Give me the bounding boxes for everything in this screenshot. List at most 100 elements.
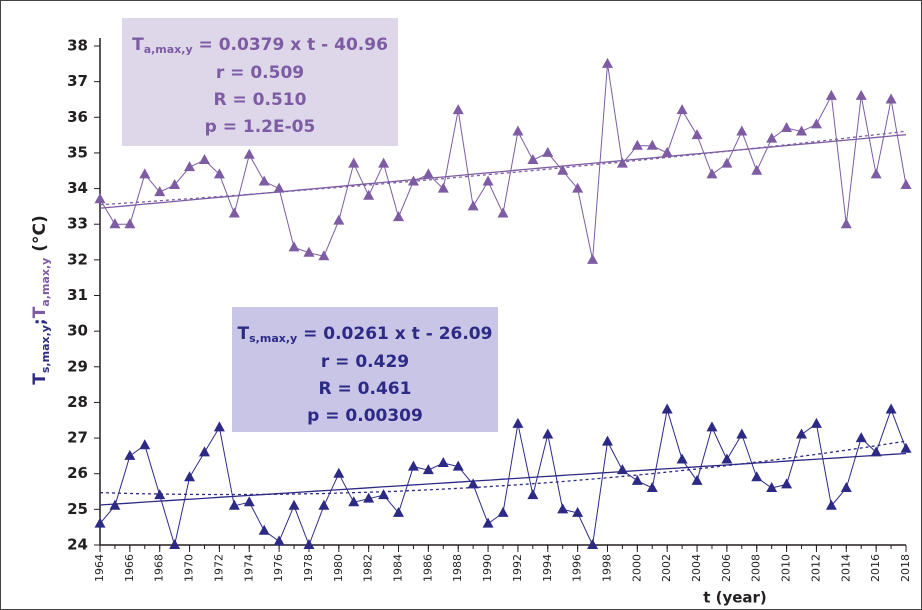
x-tick-label: 1966 (123, 554, 136, 582)
marker (393, 506, 405, 517)
annotation-box (122, 18, 398, 146)
marker (124, 218, 136, 229)
marker (810, 118, 822, 129)
annotation-equation: Ta,max,y = 0.0379 x t - 40.96 (132, 35, 388, 56)
x-tick-label: 1974 (242, 554, 255, 582)
marker (243, 496, 255, 507)
marker (885, 93, 897, 104)
x-tick-label: 2008 (750, 554, 763, 582)
marker (646, 481, 658, 492)
marker (154, 489, 166, 500)
marker (213, 168, 225, 179)
marker (736, 428, 748, 439)
x-axis-label: t (year) (703, 589, 767, 607)
symbol: T (132, 35, 144, 55)
symbol: T (238, 324, 250, 344)
marker (557, 164, 569, 175)
marker (184, 471, 196, 482)
marker (303, 539, 315, 549)
marker (228, 499, 240, 510)
marker (661, 146, 673, 157)
marker (348, 496, 360, 507)
marker (840, 481, 852, 492)
marker (616, 464, 628, 475)
marker (721, 453, 733, 464)
marker (422, 168, 434, 179)
y-tick-label: 31 (67, 286, 88, 304)
marker (303, 246, 315, 257)
marker (333, 214, 345, 225)
y-label-part: ; (30, 318, 50, 325)
x-tick-label: 2006 (720, 554, 733, 582)
marker (94, 517, 106, 528)
annotation-equation: Ts,max,y = 0.0261 x t - 26.09 (238, 324, 493, 345)
marker (333, 467, 345, 478)
annotation-box (232, 307, 498, 432)
marker (796, 428, 808, 439)
marker (273, 182, 285, 193)
marker (706, 168, 718, 179)
x-tick-label: 2004 (690, 554, 703, 582)
marker (482, 517, 494, 528)
y-tick-label: 32 (67, 250, 88, 268)
marker (631, 474, 643, 485)
x-tick-label: 1984 (392, 554, 405, 582)
marker (900, 442, 912, 453)
x-tick-label: 2010 (780, 554, 793, 582)
marker (184, 161, 196, 172)
marker (437, 182, 449, 193)
y-label-part: (°C) (30, 215, 50, 257)
marker (751, 164, 763, 175)
subscript: s,max,y (249, 332, 297, 345)
trend-line (99, 452, 907, 506)
marker (467, 478, 479, 489)
y-tick-label: 36 (67, 108, 88, 126)
marker (616, 157, 628, 168)
marker (407, 175, 419, 186)
marker (109, 499, 121, 510)
y-label-part: T (30, 373, 50, 385)
marker (751, 471, 763, 482)
marker (527, 489, 539, 500)
marker (198, 154, 210, 165)
x-tick-label: 1978 (302, 554, 315, 582)
marker (691, 474, 703, 485)
trend-curve (99, 440, 907, 496)
y-label-part: T (30, 306, 50, 318)
marker (587, 253, 599, 264)
annotation-line: r = 0.509 (216, 63, 304, 83)
y-tick-label: 30 (67, 322, 88, 340)
y-tick-label: 26 (67, 464, 88, 482)
x-tick-label: 1970 (183, 554, 196, 582)
y-tick-label: 33 (67, 215, 88, 233)
marker (378, 489, 390, 500)
x-tick-label: 2002 (660, 554, 673, 582)
y-tick-label: 35 (67, 143, 88, 161)
marker (512, 125, 524, 136)
y-tick-label: 29 (67, 357, 88, 375)
x-tick-label: 1982 (362, 554, 375, 582)
x-tick-label: 1992 (511, 554, 524, 582)
y-label-sub: a,max,y (39, 258, 52, 307)
marker (542, 428, 554, 439)
marker (527, 154, 539, 165)
marker (706, 421, 718, 432)
marker (512, 417, 524, 428)
marker (781, 121, 793, 132)
marker (318, 499, 330, 510)
y-tick-label: 24 (67, 536, 88, 554)
x-tick-label: 2018 (899, 554, 912, 582)
marker (646, 139, 658, 150)
marker (691, 129, 703, 140)
marker (169, 179, 181, 190)
marker (825, 89, 837, 100)
marker (557, 503, 569, 514)
marker (855, 432, 867, 443)
annotation-line: R = 0.461 (319, 379, 412, 399)
x-tick-label: 1994 (541, 554, 554, 582)
y-label-sub: s,max,y (39, 325, 52, 373)
marker (676, 104, 688, 115)
marker (258, 175, 270, 186)
marker (288, 241, 300, 252)
